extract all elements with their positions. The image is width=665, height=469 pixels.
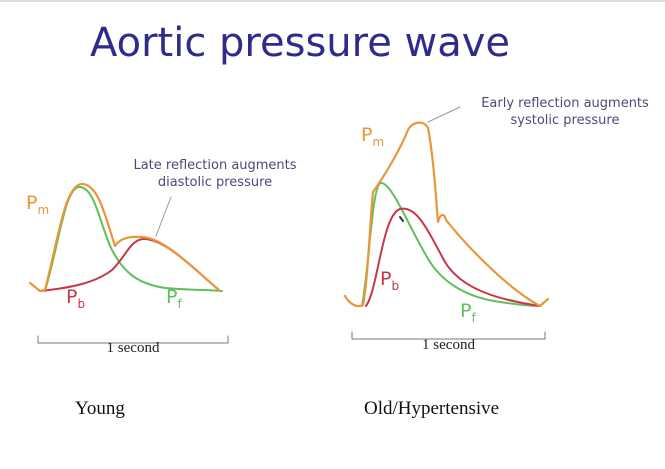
old-notch-dot bbox=[399, 216, 404, 222]
top-border bbox=[0, 0, 665, 2]
young-annotation-line1: Late reflection augments bbox=[133, 158, 297, 173]
young-pf-curve bbox=[44, 185, 223, 292]
young-scale-label: 1 second bbox=[106, 340, 160, 356]
old-pm-label: Pm bbox=[361, 124, 385, 149]
old-pf-label: Pf bbox=[460, 300, 476, 325]
old-pm-curve bbox=[343, 121, 550, 308]
young-pb-label: Pb bbox=[66, 286, 86, 311]
old-pb-label: Pb bbox=[380, 268, 400, 293]
young-caption: Young bbox=[75, 398, 125, 419]
young-pm-label: Pm bbox=[26, 192, 50, 217]
young-pf-label: Pf bbox=[166, 286, 182, 311]
old-pf-curve bbox=[361, 182, 541, 307]
old-leader-line bbox=[427, 106, 461, 123]
old-pb-curve bbox=[365, 207, 541, 307]
old-caption: Old/Hypertensive bbox=[364, 398, 500, 419]
old-annotation-line1: Early reflection augments bbox=[481, 96, 649, 111]
young-pb-curve bbox=[39, 237, 221, 292]
old-scale-bracket bbox=[351, 331, 546, 340]
old-scale-label: 1 second bbox=[422, 337, 475, 353]
young-leader-line bbox=[155, 196, 172, 237]
young-annotation: Late reflection augments diastolic press… bbox=[120, 157, 310, 191]
young-annotation-line2: diastolic pressure bbox=[157, 175, 273, 190]
slide-title: Aortic pressure wave bbox=[89, 20, 511, 66]
old-annotation-line2: systolic pressure bbox=[510, 113, 620, 128]
young-scale-bracket bbox=[37, 335, 229, 344]
old-annotation: Early reflection augments systolic press… bbox=[470, 95, 660, 129]
young-pm-curve bbox=[28, 182, 222, 293]
